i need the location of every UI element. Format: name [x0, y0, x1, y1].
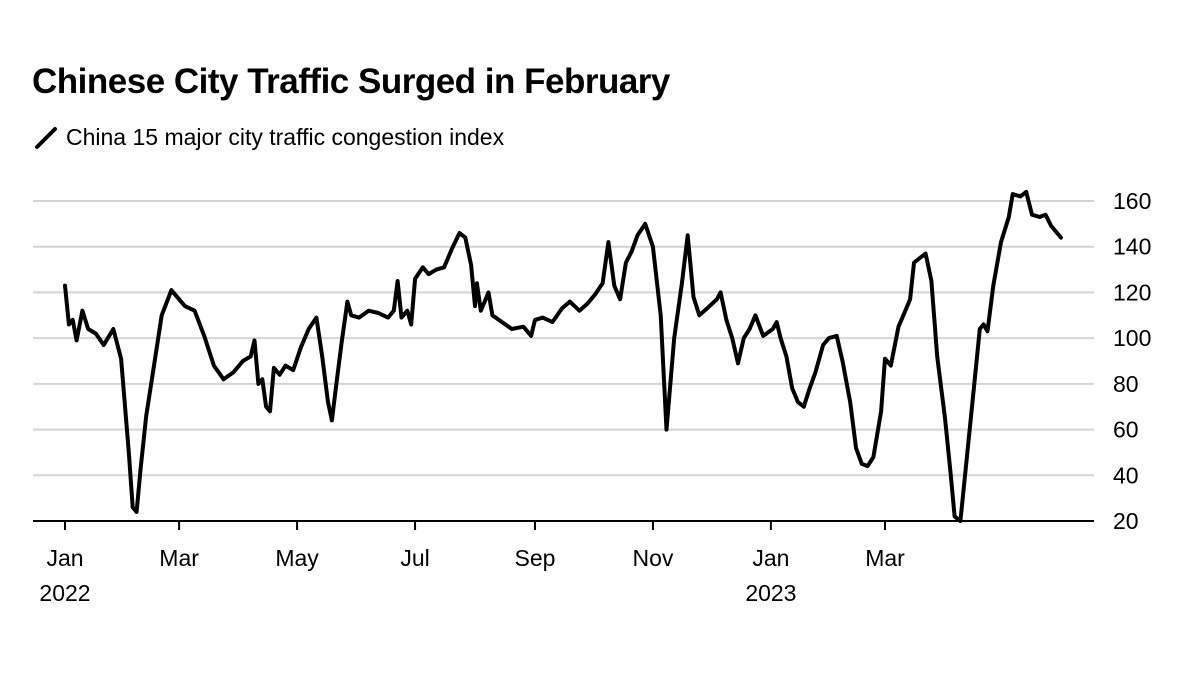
x-tick-label: Jan — [752, 545, 789, 571]
y-tick-label: 160 — [1113, 188, 1151, 214]
x-tick-label: Mar — [865, 545, 905, 571]
x-tick-label: Nov — [632, 545, 673, 571]
y-tick-label: 100 — [1113, 325, 1151, 351]
y-tick-label: 80 — [1113, 371, 1139, 397]
y-tick-label: 60 — [1113, 417, 1139, 443]
y-tick-label: 120 — [1113, 279, 1151, 305]
x-tick-year-label: 2022 — [39, 580, 90, 606]
y-tick-label: 40 — [1113, 462, 1139, 488]
y-tick-label: 20 — [1113, 508, 1139, 534]
axis-labels: 20 40 60 80 100 120 140 160 Jan 2022 Mar May Jul Sep N… — [39, 188, 1151, 606]
legend: China 15 major city traffic congestion i… — [34, 124, 504, 151]
x-tick-label: Jul — [400, 545, 429, 571]
legend-line-icon — [35, 126, 57, 149]
x-tick-label: May — [275, 545, 319, 571]
x-tick-year-label: 2023 — [745, 580, 796, 606]
legend-label: China 15 major city traffic congestion i… — [66, 124, 505, 150]
grid-lines — [33, 200, 1094, 477]
x-tick-label: Sep — [514, 545, 555, 571]
series-line-0 — [63, 189, 1063, 523]
x-axis — [33, 520, 1094, 530]
x-tick-label: Jan — [46, 545, 83, 571]
series-layer — [63, 189, 1063, 523]
y-tick-label: 140 — [1113, 234, 1151, 260]
x-tick-label: Mar — [159, 545, 199, 571]
chart-title: Chinese City Traffic Surged in February — [32, 62, 670, 101]
